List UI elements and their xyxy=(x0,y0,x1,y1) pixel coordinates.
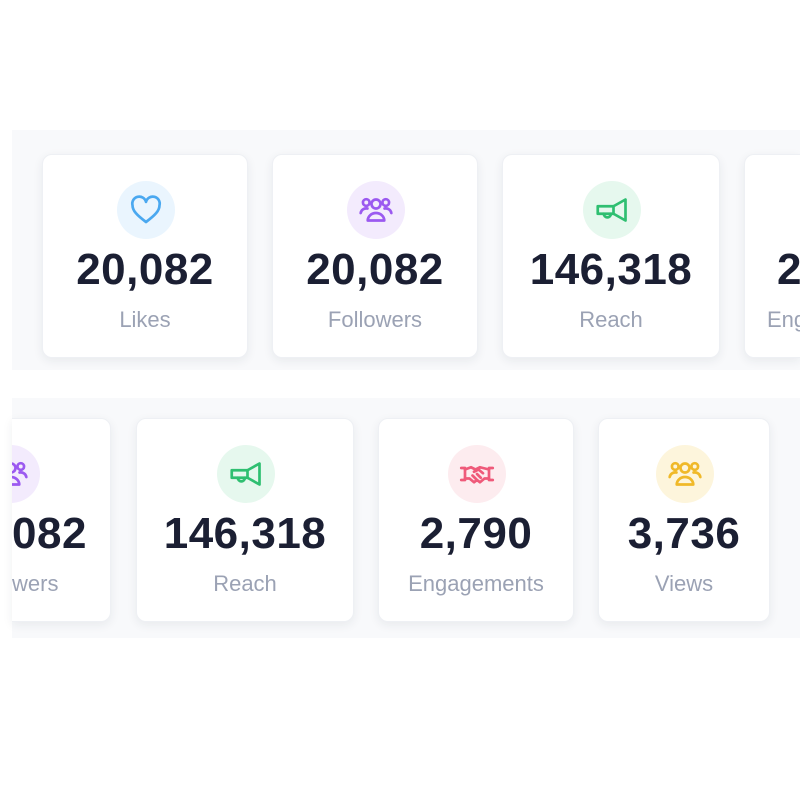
stat-card-followers: 20,082 Followers xyxy=(272,154,478,358)
handshake-icon xyxy=(448,445,506,503)
stat-value: 20,082 xyxy=(76,245,214,294)
heart-icon xyxy=(117,181,175,239)
megaphone-icon xyxy=(583,181,641,239)
stat-value: 146,318 xyxy=(529,245,693,294)
stat-label: Views xyxy=(654,571,714,596)
stat-card-views: 3,736 Views xyxy=(598,418,770,622)
stat-label: Engagements xyxy=(408,571,544,596)
stat-value: 082 xyxy=(12,509,87,558)
stat-label: wers xyxy=(12,571,59,596)
stat-label: Eng xyxy=(767,307,800,332)
stat-card-engagements: 2,790 Engagements xyxy=(378,418,574,622)
megaphone-icon xyxy=(217,445,275,503)
users-icon xyxy=(656,445,714,503)
stat-card-followers-partial: 082 wers xyxy=(12,418,111,622)
stat-card-engagements-partial: 2 Eng xyxy=(744,154,800,358)
users-icon xyxy=(12,445,40,503)
stat-label: Followers xyxy=(327,307,423,332)
stat-value: 146,318 xyxy=(163,509,327,558)
stat-card-reach: 146,318 Reach xyxy=(502,154,720,358)
stat-card-reach: 146,318 Reach xyxy=(136,418,354,622)
stat-value: 20,082 xyxy=(306,245,444,294)
stat-value: 2,790 xyxy=(419,509,533,558)
stat-value: 2 xyxy=(777,245,800,294)
stat-label: Likes xyxy=(119,307,171,332)
stat-label: Reach xyxy=(579,307,643,332)
stat-value: 3,736 xyxy=(627,509,741,558)
stat-card-likes: 20,082 Likes xyxy=(42,154,248,358)
stat-label: Reach xyxy=(213,571,277,596)
users-icon xyxy=(347,181,405,239)
